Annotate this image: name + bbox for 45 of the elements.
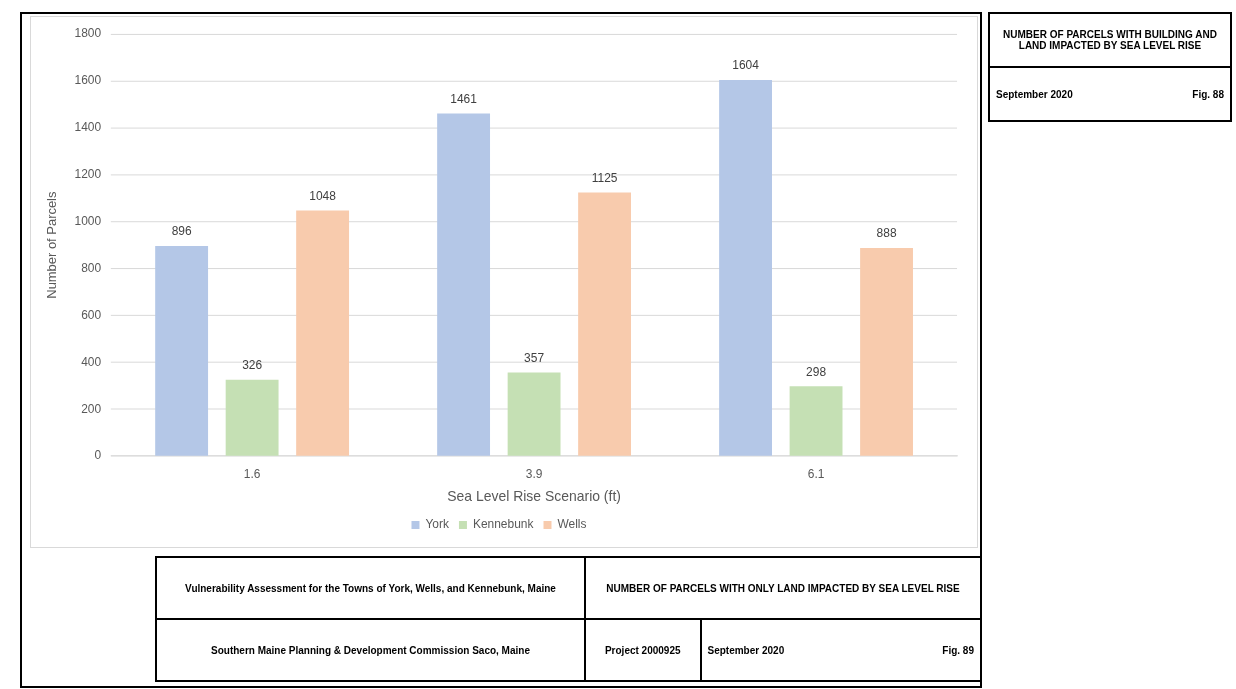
bar xyxy=(225,379,279,456)
y-tick-label: 0 xyxy=(94,448,102,463)
text: Southern Maine Planning & Development Commission Saco, Maine xyxy=(156,619,585,681)
bar xyxy=(507,372,561,456)
y-tick-label: 1800 xyxy=(74,26,102,41)
x-tick-label: 3.9 xyxy=(525,466,543,481)
y-axis-title: Number of Parcels xyxy=(44,191,60,299)
data-label: 1461 xyxy=(450,91,478,106)
legend-label: Kennebunk xyxy=(472,517,534,532)
data-label: 896 xyxy=(171,224,192,239)
x-tick-label: 6.1 xyxy=(807,466,825,481)
bar xyxy=(296,210,350,456)
data-label: 326 xyxy=(242,358,263,373)
data-label: 1604 xyxy=(732,58,760,73)
text: NUMBER OF PARCELS WITH BUILDING AND LAND IMPACTED BY SEA LEVEL RISE xyxy=(989,13,1231,67)
x-tick-label: 1.6 xyxy=(243,466,261,481)
y-tick-label: 600 xyxy=(81,307,102,322)
y-tick-label: 800 xyxy=(81,260,102,275)
data-label: 1048 xyxy=(309,188,337,203)
text: Project 2000925 xyxy=(585,619,701,681)
bar xyxy=(578,192,632,456)
caption: Fig. 89 xyxy=(942,644,974,656)
data-label: 357 xyxy=(524,350,545,365)
data-label: 888 xyxy=(876,226,897,241)
data-label: 1125 xyxy=(591,170,618,185)
y-tick-label: 200 xyxy=(81,401,102,416)
caption: Fig. 88 xyxy=(1192,88,1224,100)
text: September 2020 xyxy=(996,88,1073,100)
text: Vulnerability Assessment for the Towns of York, Wells, and Kennebunk, Maine xyxy=(156,557,585,619)
y-tick-label: 400 xyxy=(81,354,102,369)
data-label: 298 xyxy=(806,364,827,379)
y-tick-label: 1000 xyxy=(74,214,102,228)
text: September 2020 xyxy=(707,644,785,656)
legend-label: York xyxy=(425,517,449,532)
text: NUMBER OF PARCELS WITH ONLY LAND IMPACTED BY SEA LEVEL RISE xyxy=(585,557,981,619)
x-axis-title: Sea Level Rise Scenario (ft) xyxy=(447,487,621,504)
bar xyxy=(789,386,843,456)
bar xyxy=(437,113,491,456)
y-tick-label: 1200 xyxy=(74,167,102,182)
bar xyxy=(719,80,772,456)
legend-label: Wells xyxy=(557,517,587,532)
y-tick-label: 1400 xyxy=(74,120,102,135)
bar xyxy=(860,247,913,456)
bar xyxy=(155,246,209,456)
y-tick-label: 1600 xyxy=(74,73,102,88)
